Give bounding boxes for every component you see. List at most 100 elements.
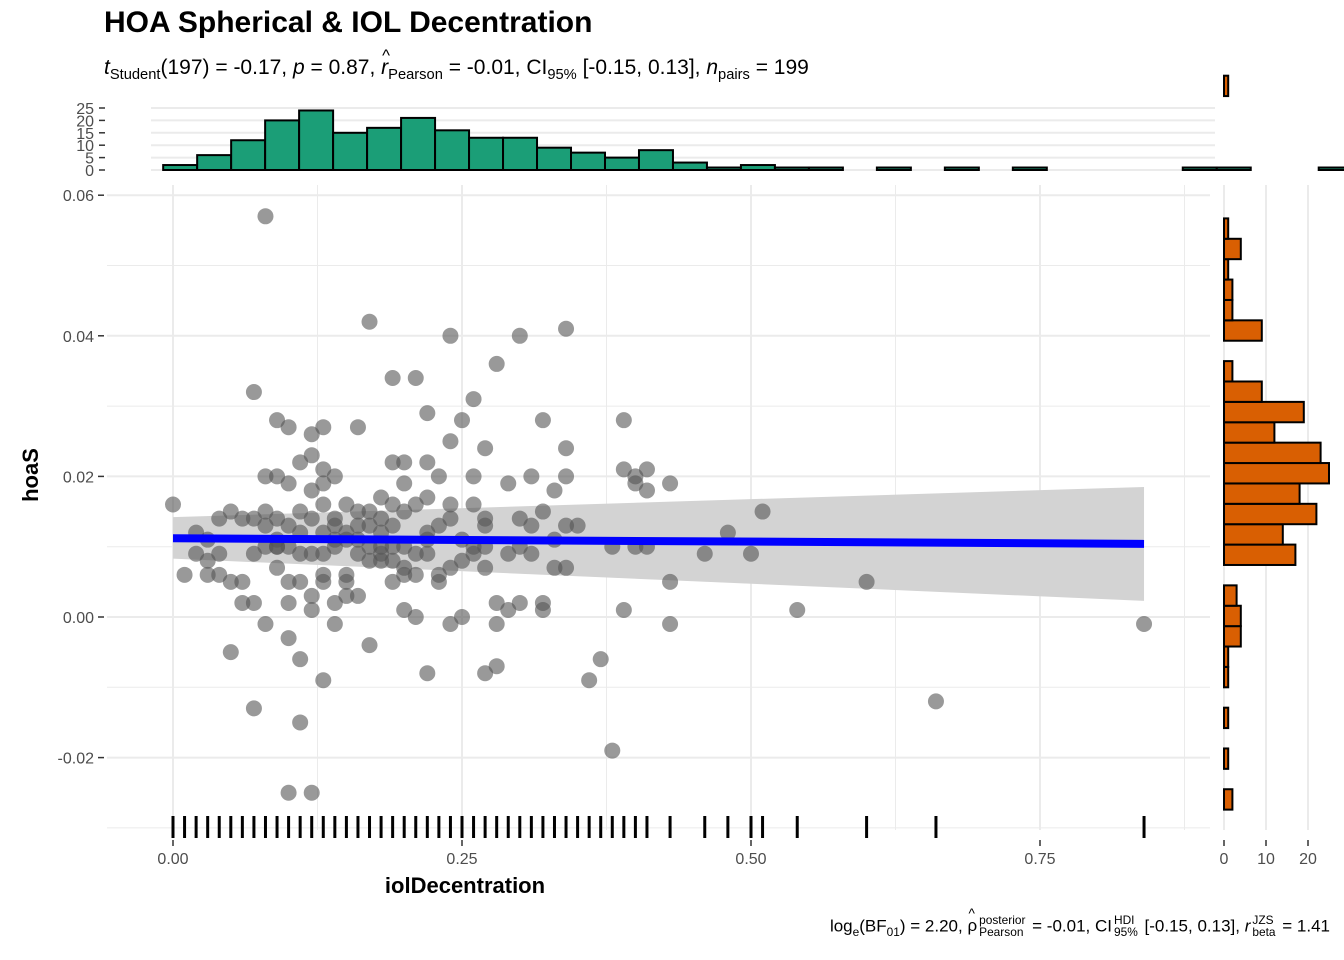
- x-hist-bar: [366, 126, 403, 171]
- bf-sub: 01: [886, 924, 900, 939]
- rho-sub: Pearson: [979, 924, 1024, 939]
- x-hist-bar: [705, 166, 742, 172]
- x-hist-bar: [603, 156, 640, 172]
- ci-sub: 95%: [1113, 924, 1138, 939]
- data-point: [696, 545, 713, 562]
- data-point: [558, 320, 575, 337]
- x-hist-bar: [298, 109, 335, 172]
- data-point: [789, 601, 806, 618]
- data-point: [338, 587, 355, 604]
- r-value: = -0.01, CI: [442, 56, 548, 79]
- data-point: [326, 616, 343, 633]
- data-point: [257, 616, 274, 633]
- x-hist-bar: [332, 131, 369, 172]
- data-point: [927, 693, 944, 710]
- data-point: [569, 517, 586, 534]
- y-hist-bar: [1223, 706, 1230, 730]
- bf-value: ) = 2.20,: [899, 916, 968, 936]
- x-hist-bar: [536, 146, 573, 171]
- y-axis-title: hoaS: [18, 448, 43, 502]
- rho-stack: posterior Pearson: [979, 913, 1026, 939]
- data-point: [280, 594, 297, 611]
- data-point: [407, 609, 424, 625]
- data-point: [465, 391, 482, 408]
- y-tick-label: 0.06: [63, 188, 94, 205]
- data-point: [662, 475, 679, 492]
- data-point: [303, 510, 320, 527]
- x-hist-bar: [230, 139, 267, 172]
- data-point: [315, 496, 332, 513]
- y-hist-bar: [1223, 482, 1301, 505]
- y-histogram: 0 10 20: [1220, 74, 1330, 868]
- data-point: [280, 475, 297, 492]
- rho-sup: posterior: [979, 913, 1026, 927]
- data-point: [858, 573, 875, 590]
- data-point: [234, 573, 251, 590]
- tick-labels: 0.00 0.25 0.50 0.75 -0.02 0.00 0.02 0.04 0.06: [58, 188, 1056, 868]
- data-point: [373, 552, 390, 569]
- data-point: [349, 419, 366, 436]
- data-point: [349, 545, 366, 562]
- y-hist-bar: [1223, 258, 1230, 281]
- x-hist-bar: [502, 136, 539, 171]
- data-point: [326, 468, 343, 485]
- log-sub: e: [852, 924, 860, 939]
- data-point: [222, 644, 239, 661]
- x-tick-label: 0.25: [446, 851, 477, 868]
- x-hist-tick-label: 10: [76, 138, 94, 155]
- y-hist-bar: [1223, 319, 1263, 342]
- bf-open: (BF: [859, 916, 887, 936]
- data-point: [488, 616, 505, 633]
- data-point: [280, 419, 297, 436]
- data-point: [292, 651, 309, 668]
- data-point: [511, 510, 528, 527]
- y-hist-bar: [1223, 421, 1276, 444]
- t-sub: Student: [109, 67, 161, 84]
- ci-stack: HDI 95%: [1113, 913, 1138, 939]
- data-point: [303, 482, 320, 499]
- data-point: [303, 447, 320, 464]
- data-point: [292, 714, 309, 731]
- data-points: [165, 208, 1153, 801]
- data-point: [292, 454, 309, 471]
- x-hist-bar: [875, 166, 912, 172]
- ci-sup: HDI: [1113, 913, 1135, 927]
- data-point: [523, 545, 540, 562]
- data-point: [442, 510, 459, 527]
- t-label: t: [104, 56, 110, 79]
- data-point: [477, 517, 494, 534]
- ci-sub: 95%: [547, 67, 577, 84]
- data-point: [511, 594, 528, 611]
- data-point: [257, 517, 274, 534]
- data-point: [269, 412, 286, 429]
- data-point: [500, 601, 517, 618]
- rb-stack: JZS beta: [1252, 914, 1275, 939]
- rho-value: = -0.01, CI: [1027, 916, 1112, 936]
- data-point: [257, 208, 274, 225]
- data-point: [199, 552, 216, 569]
- chart-subtitle: tStudent(197) = -0.17, p = 0.87, rPearso…: [104, 46, 809, 84]
- data-point: [396, 601, 413, 618]
- data-point: [615, 461, 632, 478]
- data-point: [419, 454, 436, 471]
- data-point: [465, 468, 482, 485]
- data-point: [523, 517, 540, 534]
- data-point: [558, 440, 575, 457]
- data-point: [558, 468, 575, 485]
- x-axis-title: iolDecentration: [385, 873, 545, 898]
- data-point: [511, 327, 528, 344]
- data-point: [430, 573, 447, 590]
- data-point: [534, 503, 551, 520]
- data-point: [326, 517, 343, 534]
- data-point: [454, 552, 470, 569]
- x-tick-label: 0.50: [735, 851, 766, 868]
- data-point: [419, 665, 436, 682]
- data-point: [419, 545, 436, 562]
- data-point: [754, 503, 771, 520]
- data-point: [292, 503, 309, 520]
- data-point: [315, 573, 332, 590]
- data-point: [373, 489, 390, 506]
- y-hist-tick-label: 10: [1257, 851, 1275, 868]
- data-point: [419, 405, 436, 422]
- data-point: [465, 496, 482, 513]
